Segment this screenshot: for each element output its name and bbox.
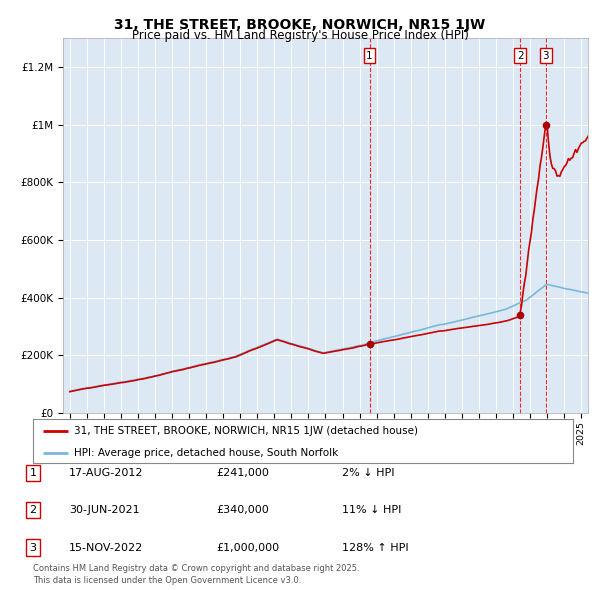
Text: 128% ↑ HPI: 128% ↑ HPI: [342, 543, 409, 552]
Text: 15-NOV-2022: 15-NOV-2022: [69, 543, 143, 552]
Text: 11% ↓ HPI: 11% ↓ HPI: [342, 506, 401, 515]
Text: £241,000: £241,000: [216, 468, 269, 478]
Text: 17-AUG-2012: 17-AUG-2012: [69, 468, 143, 478]
Text: 2% ↓ HPI: 2% ↓ HPI: [342, 468, 395, 478]
Text: 3: 3: [542, 51, 549, 61]
Text: 2: 2: [29, 506, 37, 515]
Text: HPI: Average price, detached house, South Norfolk: HPI: Average price, detached house, Sout…: [74, 448, 338, 458]
Text: 31, THE STREET, BROOKE, NORWICH, NR15 1JW (detached house): 31, THE STREET, BROOKE, NORWICH, NR15 1J…: [74, 427, 418, 436]
Text: Price paid vs. HM Land Registry's House Price Index (HPI): Price paid vs. HM Land Registry's House …: [131, 30, 469, 42]
Text: 1: 1: [366, 51, 373, 61]
Text: £1,000,000: £1,000,000: [216, 543, 279, 552]
Text: Contains HM Land Registry data © Crown copyright and database right 2025.
This d: Contains HM Land Registry data © Crown c…: [33, 565, 359, 585]
Text: 2: 2: [517, 51, 523, 61]
Text: 1: 1: [29, 468, 37, 478]
Text: 30-JUN-2021: 30-JUN-2021: [69, 506, 140, 515]
Text: £340,000: £340,000: [216, 506, 269, 515]
Text: 3: 3: [29, 543, 37, 552]
Text: 31, THE STREET, BROOKE, NORWICH, NR15 1JW: 31, THE STREET, BROOKE, NORWICH, NR15 1J…: [115, 18, 485, 32]
